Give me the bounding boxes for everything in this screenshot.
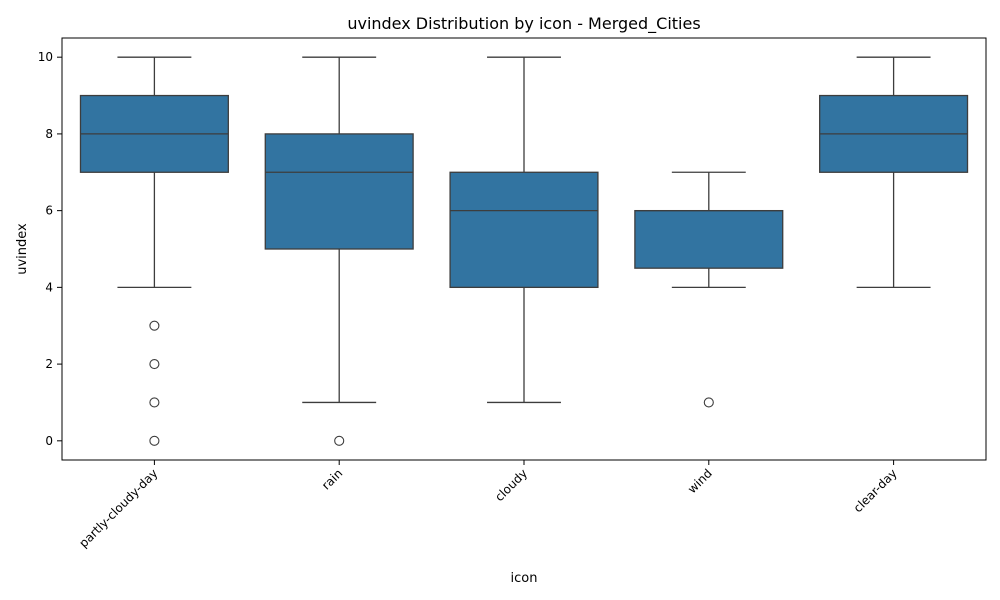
outlier-point	[703, 397, 714, 408]
outlier-point	[149, 320, 160, 331]
x-axis: partly-cloudy-day rain cloudy wind clear-day	[76, 460, 900, 550]
outlier-point	[149, 435, 160, 446]
iqr-box	[634, 209, 784, 269]
y-axis: 0 2 4 6 8 10	[38, 50, 62, 448]
x-tick-label: cloudy	[492, 466, 530, 504]
box-group-wind	[634, 171, 784, 408]
x-tick-label: clear-day	[851, 466, 900, 515]
outlier-point	[149, 397, 160, 408]
y-tick-label: 4	[45, 280, 53, 294]
box-group-clear-day	[819, 56, 969, 289]
x-axis-label: icon	[511, 571, 538, 586]
y-tick-label: 0	[45, 434, 53, 448]
y-axis-label: uvindex	[15, 223, 30, 275]
box-group-partly-cloudy-day	[79, 56, 229, 446]
outlier-point	[149, 359, 160, 370]
x-tick-label: rain	[319, 466, 345, 492]
y-tick-label: 2	[45, 357, 53, 371]
iqr-box	[264, 133, 414, 250]
y-tick-label: 6	[45, 204, 53, 218]
chart-title: uvindex Distribution by icon - Merged_Ci…	[347, 14, 700, 34]
y-tick-label: 10	[38, 50, 53, 64]
outlier-point	[334, 435, 345, 446]
box-group-cloudy	[449, 56, 599, 404]
x-tick-label: partly-cloudy-day	[76, 466, 160, 550]
plot-area	[79, 56, 969, 446]
x-tick-label: wind	[685, 466, 715, 496]
box-group-rain	[264, 56, 414, 446]
y-tick-label: 8	[45, 127, 53, 141]
iqr-box	[449, 171, 599, 289]
